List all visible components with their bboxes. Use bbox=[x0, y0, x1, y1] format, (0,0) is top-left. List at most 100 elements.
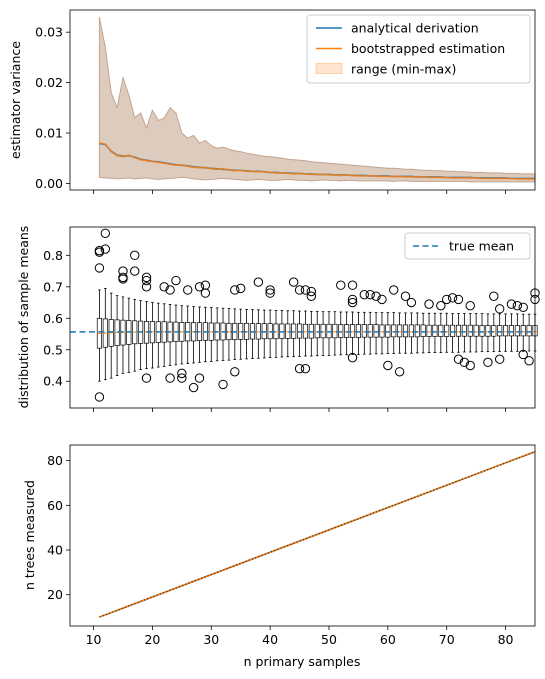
y-tick-label: 40 bbox=[47, 543, 63, 558]
box-iqr bbox=[426, 324, 432, 337]
y-tick-label: 0.7 bbox=[43, 279, 63, 294]
flier-point bbox=[442, 294, 452, 305]
x-tick-label: 80 bbox=[498, 632, 514, 647]
flier-point bbox=[130, 266, 140, 276]
x-tick-label: 60 bbox=[380, 632, 396, 647]
flier-point bbox=[459, 357, 470, 368]
box-iqr bbox=[420, 324, 426, 337]
box-iqr bbox=[526, 325, 532, 337]
box-iqr bbox=[461, 324, 467, 337]
flier-point bbox=[300, 285, 311, 295]
box-iqr bbox=[373, 324, 379, 338]
flier-point bbox=[512, 300, 523, 311]
y-tick-label: 0.02 bbox=[35, 75, 63, 90]
box-iqr bbox=[361, 324, 367, 338]
box-iqr bbox=[379, 324, 385, 338]
box-iqr bbox=[467, 324, 473, 337]
flier-point bbox=[389, 285, 399, 295]
box-iqr bbox=[397, 324, 403, 338]
legend-2: true mean bbox=[404, 232, 531, 260]
x-tick-label: 70 bbox=[439, 632, 455, 647]
box-iqr bbox=[338, 324, 344, 338]
box-iqr bbox=[320, 323, 326, 339]
flier-point bbox=[453, 354, 464, 364]
y-tick-label: 80 bbox=[47, 453, 63, 468]
box-iqr bbox=[508, 325, 515, 337]
x-tick-label: 30 bbox=[203, 632, 219, 647]
flier-point bbox=[465, 300, 475, 311]
flier-point bbox=[100, 228, 111, 238]
flier-point bbox=[518, 302, 528, 312]
flier-point bbox=[118, 274, 128, 284]
flier-point bbox=[524, 356, 534, 366]
x-tick-label: 50 bbox=[321, 632, 337, 647]
box-iqr bbox=[355, 324, 361, 338]
legend-label-range: range (min-max) bbox=[351, 62, 456, 77]
box-iqr bbox=[391, 324, 397, 338]
flier-point bbox=[424, 299, 434, 309]
flier-point bbox=[294, 285, 305, 295]
flier-point bbox=[200, 280, 211, 290]
box-iqr bbox=[402, 324, 409, 338]
legend-label-analytical: analytical derivation bbox=[351, 21, 479, 36]
flier-point bbox=[141, 272, 152, 283]
flier-point bbox=[359, 289, 370, 300]
y-tick-label: 0.5 bbox=[43, 342, 63, 357]
panel-trees-measured: 20 40 60 80 10 20 30 40 50 60 70 80 n trees measur… bbox=[22, 444, 536, 669]
x-ticks-1 bbox=[93, 190, 506, 194]
x-ticks-3: 10 20 30 40 50 60 70 80 bbox=[86, 626, 514, 647]
panel-sample-means: 0.4 0.5 0.6 0.7 0.8 distribution of sample m… bbox=[16, 226, 540, 412]
axes-frame-1 bbox=[69, 9, 536, 191]
box-iqr bbox=[491, 325, 497, 337]
y-ticks-2: 0.4 0.5 0.6 0.7 0.8 bbox=[43, 248, 70, 389]
flier-point bbox=[265, 285, 275, 295]
x-tick-label: 40 bbox=[262, 632, 278, 647]
flier-point bbox=[447, 293, 458, 303]
flier-point bbox=[118, 266, 128, 276]
flier-point bbox=[177, 368, 187, 379]
box-iqr bbox=[473, 324, 479, 337]
x-ticks-2 bbox=[93, 408, 506, 412]
trees-line-dotted bbox=[99, 451, 536, 618]
y-ticks-1: 0.00 0.01 0.02 0.03 bbox=[35, 25, 70, 191]
y-ticks-3: 20 40 60 80 bbox=[47, 453, 70, 602]
box-iqr bbox=[326, 323, 332, 339]
flier-point bbox=[483, 357, 493, 368]
flier-point bbox=[94, 263, 105, 273]
flier-point bbox=[265, 288, 275, 298]
flier-point bbox=[465, 360, 475, 371]
box-iqr bbox=[297, 323, 303, 339]
flier-point bbox=[406, 297, 417, 308]
y-tick-label: 0.4 bbox=[43, 374, 63, 389]
legend-swatch-range bbox=[315, 63, 343, 74]
flier-point bbox=[347, 297, 358, 308]
box-iqr bbox=[432, 324, 438, 337]
flier-point bbox=[230, 285, 240, 295]
flier-point bbox=[235, 283, 246, 294]
box-iqr bbox=[314, 323, 320, 339]
flier-point bbox=[518, 349, 528, 360]
flier-point bbox=[188, 382, 199, 393]
box-iqr bbox=[497, 325, 503, 337]
box-iqr bbox=[385, 324, 391, 338]
y-tick-label: 0.8 bbox=[43, 248, 63, 263]
legend-box-2 bbox=[404, 232, 531, 260]
flier-point bbox=[300, 363, 311, 374]
y-axis-label-2: distribution of sample means bbox=[16, 226, 31, 409]
box-iqr bbox=[479, 325, 485, 337]
flier-point bbox=[371, 291, 381, 301]
y-axis-label-1: estimator variance bbox=[8, 41, 23, 159]
flier-point bbox=[200, 288, 211, 298]
flier-point bbox=[377, 294, 387, 305]
x-axis-label-3: n primary samples bbox=[244, 654, 361, 669]
flier-point bbox=[141, 275, 152, 286]
flier-point bbox=[230, 367, 240, 377]
flier-point bbox=[171, 275, 181, 286]
trees-lines-layer bbox=[99, 450, 536, 618]
y-tick-label: 0.00 bbox=[35, 176, 63, 191]
y-tick-label: 0.01 bbox=[35, 126, 63, 141]
x-tick-label: 20 bbox=[144, 632, 160, 647]
flier-point bbox=[494, 354, 505, 364]
flier-point bbox=[394, 367, 405, 377]
